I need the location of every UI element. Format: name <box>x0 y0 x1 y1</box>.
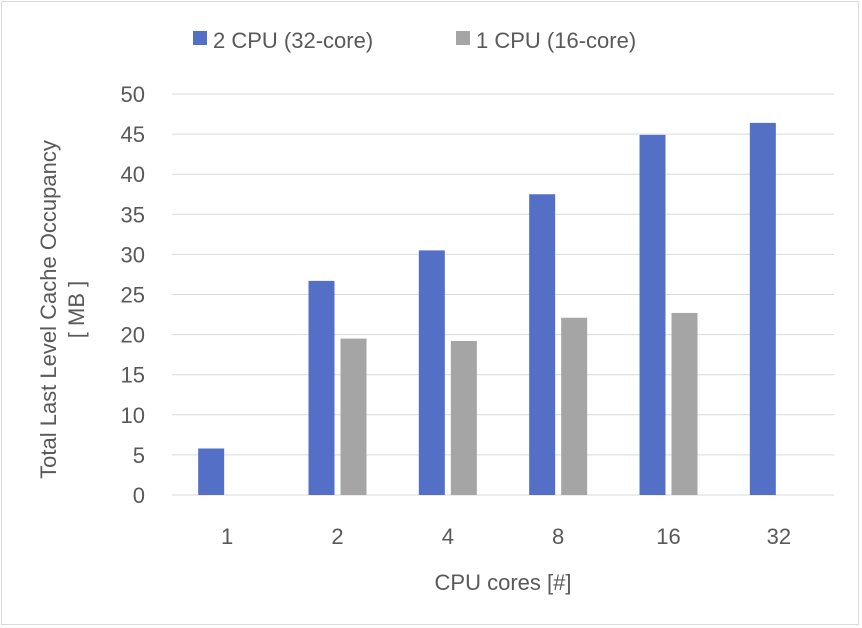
x-axis-title: CPU cores [#] <box>435 570 572 595</box>
x-tick-label-2: 2 <box>331 524 343 549</box>
legend-label-1cpu: 1 CPU (16-core) <box>476 28 636 53</box>
x-tick-label-4: 4 <box>442 524 454 549</box>
bar-2cpu-8 <box>529 194 556 495</box>
y-tick-label-15: 15 <box>121 363 145 388</box>
y-tick-label-50: 50 <box>121 82 145 107</box>
bar-2cpu-32 <box>749 122 776 495</box>
bar-2cpu-2 <box>308 280 335 495</box>
y-tick-label-10: 10 <box>121 403 145 428</box>
y-tick-label-0: 0 <box>133 483 145 508</box>
legend: 2 CPU (32-core) 1 CPU (16-core) <box>193 28 636 53</box>
y-tick-label-5: 5 <box>133 443 145 468</box>
x-axis-ticks: 1 2 4 8 16 32 <box>221 524 791 549</box>
y-axis-title-line-1: Total Last Level Cache Occupancy <box>36 140 61 479</box>
legend-label-2cpu: 2 CPU (32-core) <box>213 28 373 53</box>
x-tick-label-32: 32 <box>767 524 791 549</box>
bars <box>198 122 776 496</box>
legend-swatch-2cpu <box>193 31 207 45</box>
bar-1cpu-16 <box>671 312 698 495</box>
y-tick-label-20: 20 <box>121 323 145 348</box>
y-tick-label-35: 35 <box>121 202 145 227</box>
y-axis-ticks: 0 5 10 15 20 25 30 35 40 45 50 <box>121 82 145 508</box>
bar-2cpu-16 <box>639 134 666 496</box>
legend-swatch-1cpu <box>456 31 470 45</box>
bar-2cpu-1 <box>198 448 225 495</box>
y-tick-label-40: 40 <box>121 162 145 187</box>
x-tick-label-1: 1 <box>221 524 233 549</box>
x-tick-label-8: 8 <box>552 524 564 549</box>
bar-1cpu-4 <box>450 341 477 495</box>
gridlines <box>172 93 834 496</box>
y-tick-label-30: 30 <box>121 242 145 267</box>
x-tick-label-16: 16 <box>656 524 680 549</box>
y-axis-title-line-2: [ MB ] <box>64 281 89 338</box>
bar-2cpu-4 <box>418 250 445 495</box>
bar-1cpu-2 <box>340 338 367 495</box>
y-tick-label-25: 25 <box>121 283 145 308</box>
bar-1cpu-8 <box>561 317 588 495</box>
y-axis-title: Total Last Level Cache Occupancy [ MB ] <box>36 140 89 479</box>
y-tick-label-45: 45 <box>121 122 145 147</box>
